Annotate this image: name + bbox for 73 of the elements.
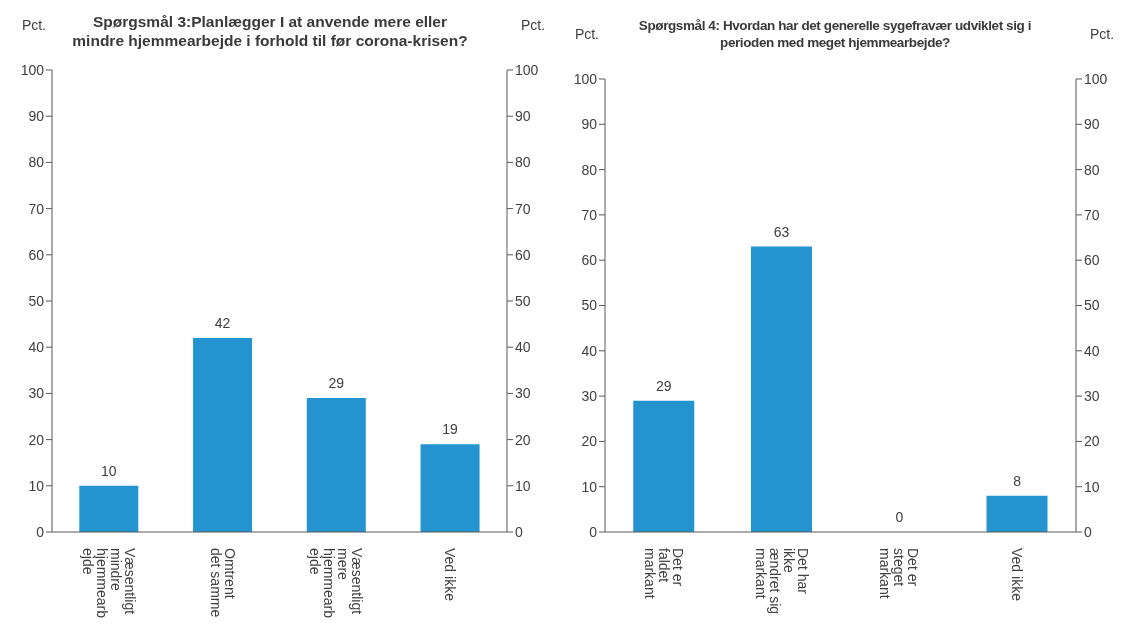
x-tick-label: Ved ikke bbox=[1009, 548, 1026, 602]
y2-tick-label: 50 bbox=[515, 292, 531, 309]
y2-tick-label: 20 bbox=[515, 431, 531, 448]
x-tick-label: Det er steget markant bbox=[877, 548, 922, 599]
y2-tick-label: 60 bbox=[1084, 252, 1100, 269]
x-tick-label: Væsentligt mere hjemmearbejde bbox=[307, 548, 366, 619]
y-tick-label: 40 bbox=[28, 339, 45, 356]
y-axis-title: Pct. bbox=[21, 17, 46, 33]
y-tick-label: 100 bbox=[573, 70, 598, 87]
y-tick-label: 80 bbox=[28, 154, 45, 171]
y-tick-label: 50 bbox=[581, 297, 598, 314]
y2-tick-label: 60 bbox=[515, 246, 531, 263]
data-label: 42 bbox=[214, 314, 231, 331]
y2-tick-label: 0 bbox=[515, 523, 523, 540]
y2-tick-label: 40 bbox=[1084, 342, 1100, 359]
y2-axis-title: Pct. bbox=[521, 17, 546, 33]
bar bbox=[79, 485, 139, 532]
y-tick-label: 70 bbox=[28, 200, 45, 217]
bar bbox=[986, 495, 1048, 532]
y-tick-label: 10 bbox=[581, 478, 598, 495]
y2-tick-label: 80 bbox=[1084, 161, 1100, 178]
y2-tick-label: 20 bbox=[1084, 433, 1100, 450]
y2-tick-label: 90 bbox=[1084, 116, 1100, 133]
y-tick-label: 0 bbox=[589, 523, 598, 540]
y-tick-label: 80 bbox=[581, 161, 598, 178]
data-label: 29 bbox=[656, 377, 672, 394]
y2-tick-label: 100 bbox=[1084, 70, 1108, 87]
data-label: 19 bbox=[442, 421, 459, 438]
y-tick-label: 100 bbox=[20, 61, 45, 78]
y2-axis-title: Pct. bbox=[1090, 26, 1115, 42]
y-tick-label: 30 bbox=[28, 385, 45, 402]
data-label: 63 bbox=[773, 223, 790, 240]
data-label: 8 bbox=[1013, 472, 1022, 489]
y2-tick-label: 90 bbox=[515, 108, 531, 125]
y2-tick-label: 50 bbox=[1084, 297, 1100, 314]
bar bbox=[633, 400, 695, 532]
data-label: 29 bbox=[328, 375, 345, 392]
y2-tick-label: 100 bbox=[515, 61, 539, 78]
bar bbox=[751, 246, 813, 532]
y2-tick-label: 70 bbox=[515, 200, 531, 217]
data-label: 10 bbox=[101, 462, 117, 479]
bar bbox=[306, 398, 366, 532]
y-axis-title: Pct. bbox=[574, 26, 599, 42]
x-tick-label: Væsentligt mindre hjemmearbejde bbox=[79, 548, 138, 619]
y-tick-label: 10 bbox=[28, 477, 45, 494]
y-tick-label: 90 bbox=[28, 108, 45, 125]
y2-tick-label: 10 bbox=[1084, 478, 1100, 495]
y2-tick-label: 0 bbox=[1084, 523, 1092, 540]
y-tick-label: 50 bbox=[28, 292, 45, 309]
y2-tick-label: 30 bbox=[515, 385, 531, 402]
y-tick-label: 40 bbox=[581, 342, 598, 359]
bar bbox=[420, 444, 480, 532]
y-tick-label: 70 bbox=[581, 206, 598, 223]
y2-tick-label: 10 bbox=[515, 477, 531, 494]
x-tick-label: Omtrent det samme bbox=[207, 548, 238, 618]
x-tick-label: Det har ikke ændret sig markant bbox=[752, 548, 811, 615]
x-tick-label: Ved ikke bbox=[442, 548, 459, 602]
y2-tick-label: 70 bbox=[1084, 206, 1100, 223]
y2-tick-label: 40 bbox=[515, 339, 531, 356]
y2-tick-label: 80 bbox=[515, 154, 531, 171]
y-tick-label: 20 bbox=[581, 433, 598, 450]
y-tick-label: 0 bbox=[36, 523, 45, 540]
bar bbox=[193, 337, 253, 532]
y-tick-label: 60 bbox=[28, 246, 45, 263]
data-label: 0 bbox=[895, 509, 904, 525]
y-tick-label: 90 bbox=[581, 116, 598, 133]
y-tick-label: 20 bbox=[28, 431, 45, 448]
y2-tick-label: 30 bbox=[1084, 388, 1100, 405]
chart-title: Spørgsmål 4: Hvordan har det generelle sygefravær udviklet sig i perioden med meget hjemmearbejde? bbox=[637, 18, 1033, 52]
x-tick-label: Det er faldet markant bbox=[641, 548, 686, 599]
y-tick-label: 30 bbox=[581, 388, 598, 405]
y-tick-label: 60 bbox=[581, 252, 598, 269]
chart-title: Spørgsmål 3:Planlægger I at anvende mere eller mindre hjemmearbejde i forhold til før corona-krisen? bbox=[71, 12, 469, 51]
